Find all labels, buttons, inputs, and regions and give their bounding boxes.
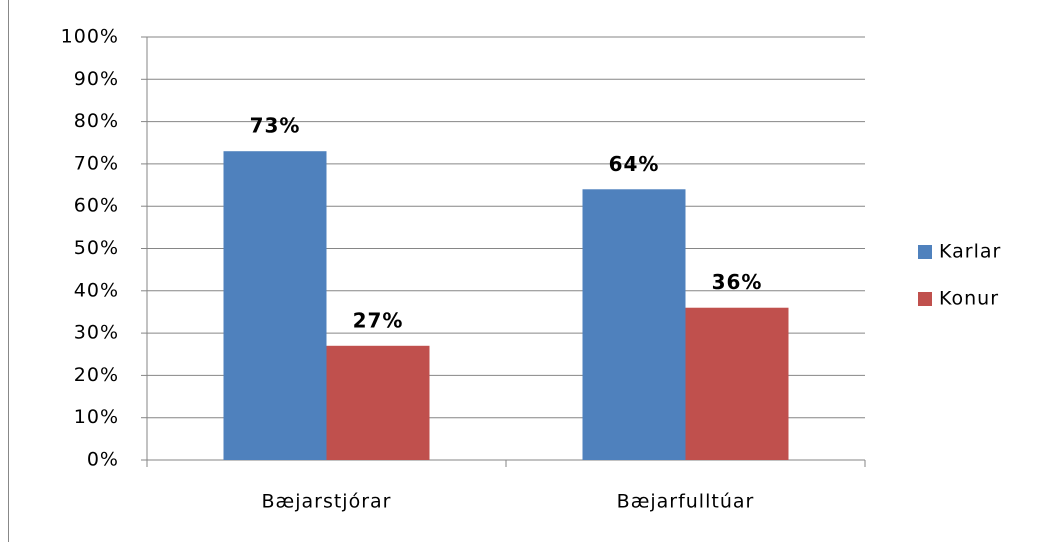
y-tick-label: 50% — [74, 237, 119, 259]
legend-swatch — [918, 292, 932, 306]
y-tick-label: 80% — [74, 110, 119, 132]
bar — [685, 307, 789, 460]
y-tick-label: 10% — [74, 406, 119, 428]
y-tick-label: 100% — [61, 26, 119, 48]
value-label: 27% — [353, 308, 404, 332]
y-tick-label: 0% — [87, 449, 119, 471]
y-tick-label: 90% — [74, 68, 119, 90]
chart-frame — [8, 0, 9, 542]
value-label: 64% — [609, 152, 660, 176]
bar — [582, 189, 686, 460]
x-tick-label: Bæjarfulltúar — [617, 491, 755, 513]
y-tick-label: 30% — [74, 322, 119, 344]
x-tick-label: Bæjarstjórar — [262, 491, 392, 513]
value-label: 36% — [712, 270, 763, 294]
y-tick-label: 70% — [74, 152, 119, 174]
y-tick-label: 60% — [74, 195, 119, 217]
bar — [326, 345, 430, 460]
bar — [223, 151, 327, 460]
y-tick-label: 20% — [74, 364, 119, 386]
legend-swatch — [918, 245, 932, 259]
y-tick-label: 40% — [74, 279, 119, 301]
legend-label: Karlar — [939, 241, 1001, 263]
legend-label: Konur — [939, 288, 999, 310]
value-label: 73% — [250, 114, 301, 138]
